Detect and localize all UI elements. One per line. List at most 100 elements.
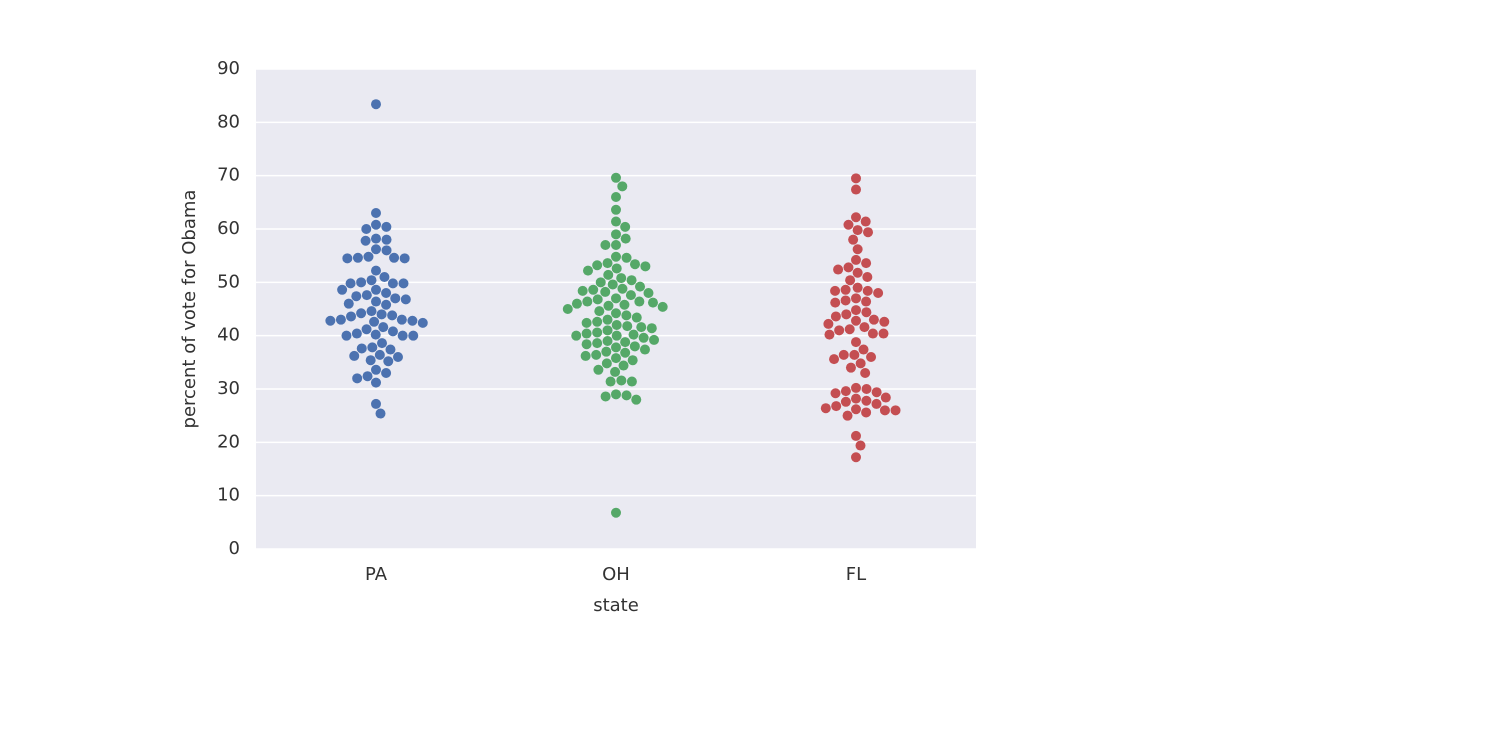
dot: [640, 261, 651, 272]
dot: [643, 288, 654, 298]
dot: [851, 254, 861, 265]
dot: [398, 278, 409, 289]
dot: [859, 322, 870, 333]
dot: [831, 401, 842, 412]
dot: [601, 346, 612, 357]
dot: [378, 322, 389, 333]
dot: [371, 99, 381, 110]
dot: [860, 216, 871, 227]
dot: [824, 329, 835, 340]
dot: [631, 394, 642, 405]
dot: [381, 221, 392, 232]
dot: [346, 311, 357, 322]
dot: [562, 304, 573, 314]
dot: [851, 315, 861, 326]
dot: [878, 328, 889, 339]
y-tick-label: 70: [217, 165, 240, 186]
dot: [379, 272, 390, 282]
x-tick-label: FL: [846, 564, 866, 585]
dot: [602, 258, 613, 269]
dot: [356, 277, 367, 288]
dot: [851, 404, 861, 415]
dot: [400, 294, 411, 305]
dot: [363, 251, 374, 262]
dot: [370, 329, 381, 340]
dot: [616, 375, 627, 386]
dot: [646, 323, 657, 334]
dot: [855, 358, 866, 369]
dot: [602, 325, 613, 336]
dot: [371, 284, 381, 295]
dot: [631, 312, 642, 323]
dot: [611, 240, 621, 250]
dot: [383, 356, 394, 367]
dot: [657, 301, 668, 312]
dot: [862, 272, 873, 282]
dot: [843, 219, 854, 230]
dot: [577, 285, 588, 296]
dot: [582, 296, 593, 307]
dot: [343, 298, 354, 309]
dot: [611, 320, 622, 330]
dot: [628, 329, 639, 340]
dot: [621, 390, 632, 401]
dot: [381, 288, 392, 298]
dot: [830, 388, 841, 399]
dot: [852, 225, 863, 236]
y-tick-label: 30: [217, 378, 240, 399]
dot: [639, 344, 650, 355]
dot: [611, 263, 622, 274]
dot: [861, 307, 872, 318]
dot: [851, 430, 861, 441]
dot: [611, 192, 621, 202]
dot: [629, 259, 640, 270]
dot: [647, 297, 658, 308]
dot: [605, 376, 616, 387]
dot: [611, 216, 621, 227]
dot: [620, 337, 631, 348]
dot: [867, 328, 878, 339]
dot: [625, 290, 636, 301]
dot: [860, 368, 871, 378]
dot: [829, 354, 840, 365]
dot: [571, 298, 582, 309]
dot: [593, 364, 604, 375]
dot: [592, 327, 603, 338]
dot: [626, 376, 637, 387]
dot: [611, 507, 621, 518]
dot: [594, 306, 605, 317]
dot: [634, 296, 645, 307]
dot: [626, 275, 637, 286]
dot: [851, 393, 861, 404]
dot: [861, 296, 872, 307]
dot: [890, 405, 901, 416]
dot: [371, 233, 381, 244]
dot: [611, 293, 621, 304]
dot: [861, 395, 872, 406]
dot: [592, 260, 603, 271]
dot: [375, 408, 386, 419]
dot: [629, 341, 640, 352]
dot: [580, 350, 591, 361]
dot: [851, 173, 861, 184]
dot: [356, 343, 367, 354]
dot: [852, 267, 863, 278]
dot: [399, 253, 410, 264]
dot: [381, 245, 392, 256]
dot: [848, 234, 859, 245]
dot: [842, 410, 853, 421]
dot: [356, 308, 367, 319]
dot: [611, 308, 621, 319]
x-tick-label: OH: [602, 564, 630, 585]
dot: [858, 344, 869, 355]
dot: [337, 284, 348, 295]
dot: [830, 285, 841, 296]
dot: [851, 293, 861, 304]
dot: [602, 336, 613, 346]
dot: [619, 299, 630, 310]
y-tick-label: 20: [217, 431, 240, 452]
dot: [371, 265, 381, 276]
dot: [592, 316, 603, 327]
dot: [595, 277, 606, 288]
dot: [861, 384, 872, 394]
